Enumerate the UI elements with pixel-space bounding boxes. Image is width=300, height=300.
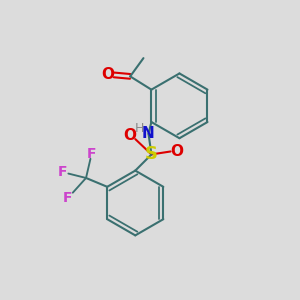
Text: H: H	[135, 122, 144, 135]
Text: F: F	[63, 191, 72, 205]
Text: O: O	[124, 128, 136, 143]
Text: O: O	[170, 144, 183, 159]
Text: F: F	[58, 165, 67, 179]
Text: O: O	[102, 68, 115, 82]
Text: F: F	[87, 146, 97, 161]
Text: N: N	[142, 126, 155, 141]
Text: S: S	[145, 146, 158, 164]
